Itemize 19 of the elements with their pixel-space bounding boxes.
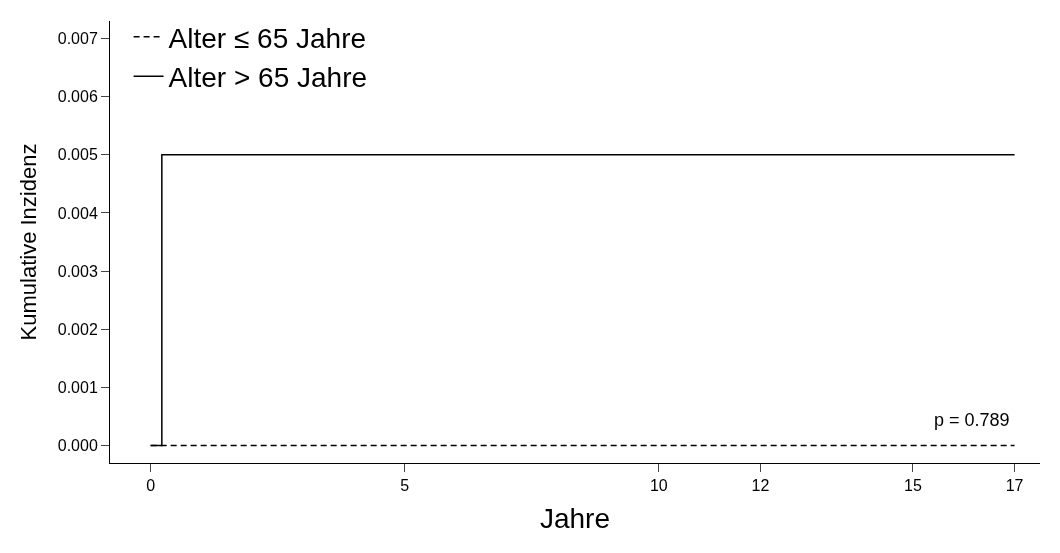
x-axis-title: Jahre (539, 503, 611, 535)
y-tick-label: 0.006 (57, 88, 98, 106)
annotation: p = 0.789 (934, 410, 1010, 430)
y-axis-title: Kumulative Inzidenz (15, 143, 41, 341)
legend-label: Alter ≤ 65 Jahre (168, 22, 367, 54)
x-tick-label: 15 (904, 477, 922, 495)
x-tick-label: 0 (146, 477, 156, 495)
x-tick-label: 12 (751, 477, 770, 495)
x-tick-label: 10 (649, 477, 668, 495)
y-tick-label: 0.007 (57, 30, 98, 48)
x-tick-label: 5 (400, 477, 410, 495)
y-tick-label: 0.001 (57, 378, 98, 396)
y-tick-label: 0.003 (57, 262, 98, 280)
y-tick-label: 0.000 (57, 437, 98, 455)
y-tick-label: 0.002 (57, 320, 98, 338)
legend-label: Alter > 65 Jahre (168, 62, 368, 94)
y-tick-label: 0.004 (57, 204, 98, 222)
y-tick-label: 0.005 (57, 146, 98, 164)
x-tick-label: 17 (1005, 477, 1024, 495)
